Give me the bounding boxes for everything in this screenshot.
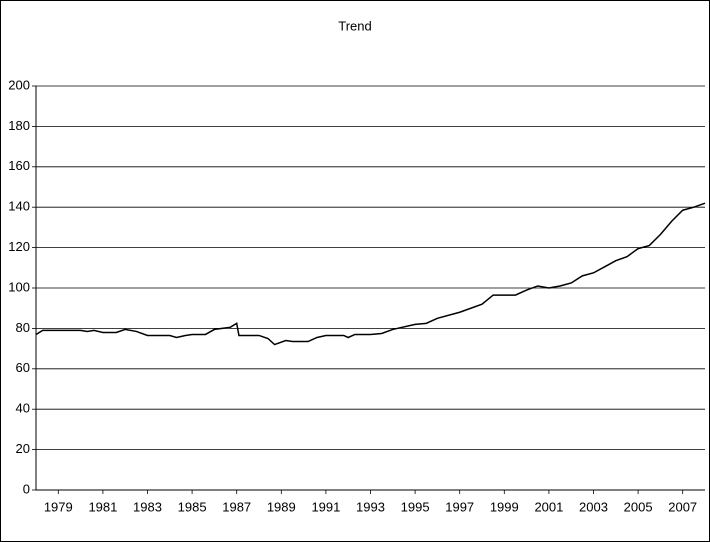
y-tick-label: 180 bbox=[8, 118, 30, 133]
y-tick-label: 140 bbox=[8, 199, 30, 214]
x-tick-label: 1981 bbox=[88, 499, 117, 514]
y-tick-label: 60 bbox=[16, 360, 30, 375]
x-tick-label: 2003 bbox=[579, 499, 608, 514]
y-tick-label: 20 bbox=[16, 441, 30, 456]
y-tick-label: 100 bbox=[8, 279, 30, 294]
y-tick-label: 200 bbox=[8, 77, 30, 92]
x-tick-label: 1983 bbox=[133, 499, 162, 514]
y-tick-label: 40 bbox=[16, 401, 30, 416]
x-tick-label: 1995 bbox=[401, 499, 430, 514]
y-tick-label: 120 bbox=[8, 239, 30, 254]
x-tick-label: 1979 bbox=[44, 499, 73, 514]
y-tick-label: 160 bbox=[8, 158, 30, 173]
x-tick-label: 1987 bbox=[222, 499, 251, 514]
x-tick-label: 2005 bbox=[624, 499, 653, 514]
x-tick-label: 2001 bbox=[534, 499, 563, 514]
x-tick-label: 1985 bbox=[178, 499, 207, 514]
x-tick-label: 2007 bbox=[668, 499, 697, 514]
y-tick-label: 80 bbox=[16, 320, 30, 335]
y-tick-label: 0 bbox=[23, 481, 30, 496]
line bbox=[35, 202, 706, 346]
x-tick-label: 1991 bbox=[311, 499, 340, 514]
x-tick-label: 1993 bbox=[356, 499, 385, 514]
x-tick-label: 1989 bbox=[267, 499, 296, 514]
chart-title: Trend bbox=[338, 18, 371, 33]
x-tick-label: 1997 bbox=[445, 499, 474, 514]
x-tick-label: 1999 bbox=[490, 499, 519, 514]
